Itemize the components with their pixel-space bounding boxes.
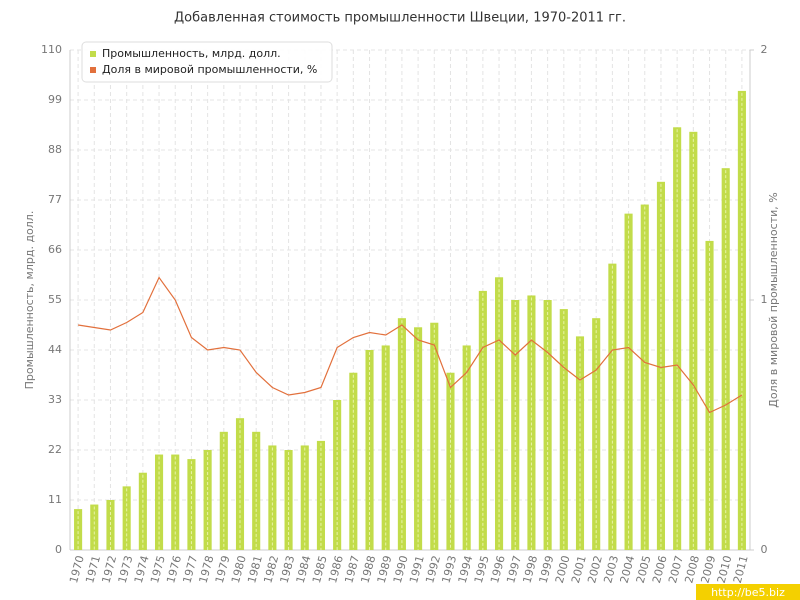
line (78, 276, 743, 414)
bar (187, 459, 196, 550)
y-tick-label: 11 (48, 493, 62, 506)
y2-tick-label: 2 (761, 43, 768, 56)
bar (414, 327, 423, 550)
y-tick-label: 110 (41, 43, 62, 56)
y-tick-label: 55 (48, 293, 62, 306)
y-tick-label: 0 (55, 543, 62, 556)
watermark: http://be5.biz (711, 586, 785, 599)
bar (74, 509, 83, 550)
bar (122, 486, 131, 550)
bar (397, 318, 406, 550)
bar (673, 127, 682, 550)
y-axis-title: Промышленность, млрд. долл. (23, 211, 36, 390)
bar (721, 168, 730, 550)
bar (592, 318, 601, 550)
bar (495, 277, 504, 550)
legend-box (81, 41, 333, 83)
legend-label: Промышленность, млрд. долл. (102, 47, 281, 60)
legend-label: Доля в мировой промышленности, % (102, 63, 317, 76)
y-tick-label: 66 (48, 243, 62, 256)
bar (575, 336, 585, 550)
y-tick-label: 77 (48, 193, 62, 206)
legend-marker (90, 51, 96, 57)
y2-tick-label: 1 (761, 293, 768, 306)
y-tick-label: 44 (48, 343, 62, 356)
bar (559, 309, 568, 550)
y2-axis-title: Доля в мировой промышленности, % (767, 192, 780, 407)
chart-title: Добавленная стоимость промышленности Шве… (174, 11, 626, 26)
y2-tick-label: 0 (761, 543, 768, 556)
bar (235, 418, 245, 550)
y-tick-label: 88 (48, 143, 62, 156)
watermark-bg (696, 584, 800, 600)
legend-marker (90, 67, 96, 73)
y-tick-label: 99 (48, 93, 62, 106)
y-tick-label: 33 (48, 393, 62, 406)
y-tick-label: 22 (48, 443, 62, 456)
